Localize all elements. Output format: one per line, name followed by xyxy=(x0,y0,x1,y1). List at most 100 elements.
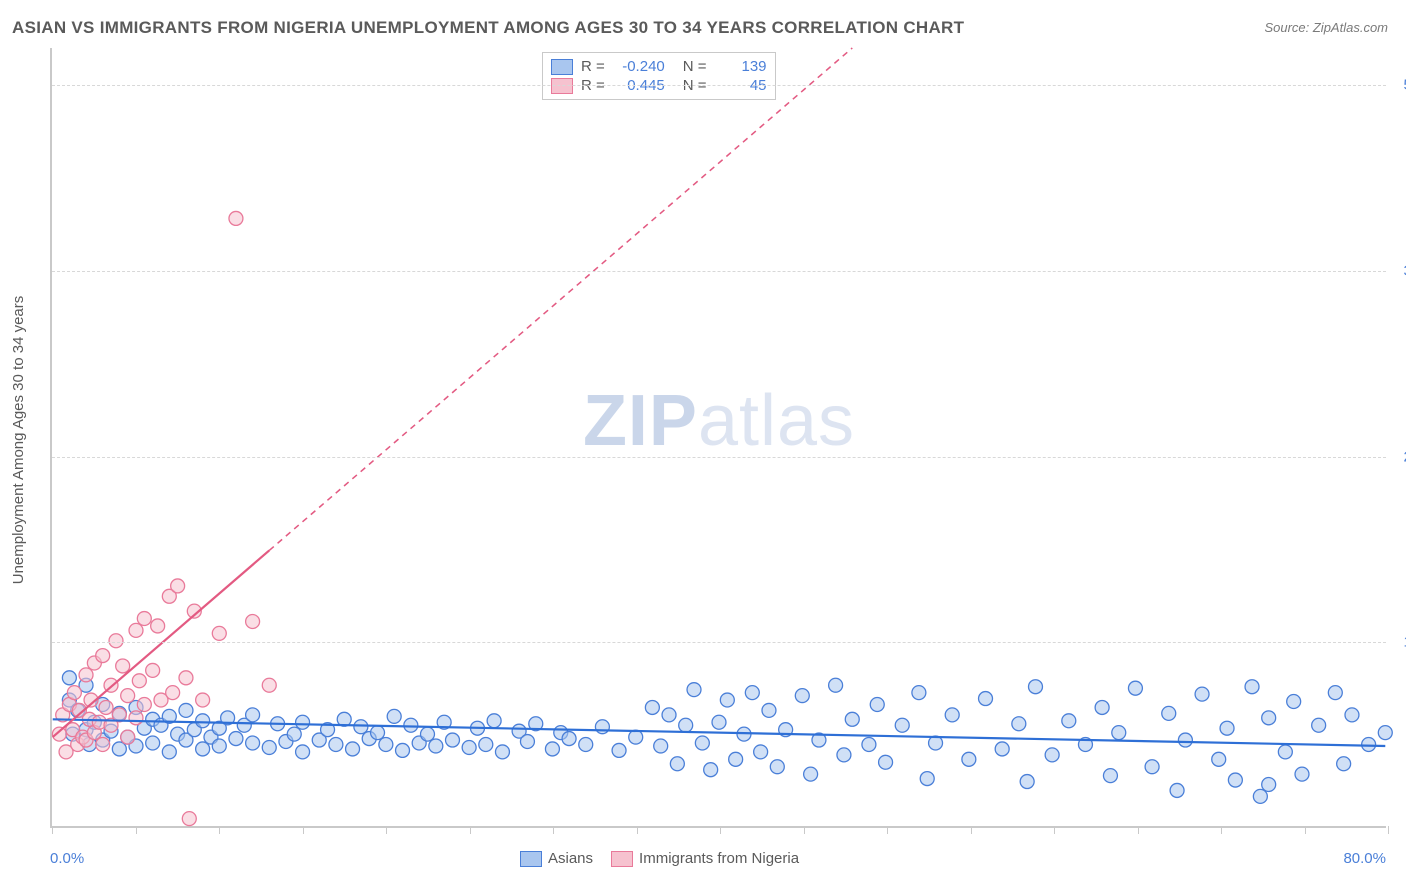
stats-legend: R =-0.240N =139R =0.445N =45 xyxy=(542,52,776,100)
x-tick xyxy=(1305,826,1306,834)
legend-label: Immigrants from Nigeria xyxy=(639,850,799,867)
y-tick-label: 12.5% xyxy=(1391,634,1406,651)
stats-row: R =-0.240N =139 xyxy=(551,57,767,76)
data-point xyxy=(687,683,701,697)
trend-line-dashed xyxy=(269,48,852,550)
data-point xyxy=(595,720,609,734)
legend-item: Asians xyxy=(520,850,593,867)
data-point xyxy=(1128,681,1142,695)
data-point xyxy=(729,752,743,766)
data-point xyxy=(795,689,809,703)
data-point xyxy=(870,698,884,712)
data-point xyxy=(246,708,260,722)
data-point xyxy=(770,760,784,774)
data-point xyxy=(121,689,135,703)
data-point xyxy=(579,738,593,752)
x-tick xyxy=(971,826,972,834)
stat-r-label: R = xyxy=(581,58,605,75)
data-point xyxy=(99,700,113,714)
grid-line xyxy=(52,457,1386,458)
x-tick xyxy=(1138,826,1139,834)
data-point xyxy=(1262,778,1276,792)
x-axis-min-label: 0.0% xyxy=(50,850,84,867)
data-point xyxy=(196,714,210,728)
data-point xyxy=(212,626,226,640)
data-point xyxy=(137,698,151,712)
data-point xyxy=(116,659,130,673)
data-point xyxy=(1228,773,1242,787)
data-point xyxy=(287,727,301,741)
bottom-legend: Asians Immigrants from Nigeria xyxy=(520,850,799,867)
stat-n-label: N = xyxy=(683,58,707,75)
y-tick-label: 50.0% xyxy=(1391,77,1406,94)
data-point xyxy=(179,671,193,685)
x-tick xyxy=(136,826,137,834)
data-point xyxy=(1253,789,1267,803)
data-point xyxy=(166,686,180,700)
legend-swatch xyxy=(520,851,542,867)
x-tick xyxy=(303,826,304,834)
grid-line xyxy=(52,85,1386,86)
data-point xyxy=(845,712,859,726)
data-point xyxy=(1337,757,1351,771)
x-tick xyxy=(470,826,471,834)
data-point xyxy=(1195,687,1209,701)
data-point xyxy=(837,748,851,762)
data-point xyxy=(895,718,909,732)
data-point xyxy=(629,730,643,744)
data-point xyxy=(79,668,93,682)
data-point xyxy=(1295,767,1309,781)
legend-swatch xyxy=(551,59,573,75)
data-point xyxy=(1245,680,1259,694)
data-point xyxy=(96,649,110,663)
data-point xyxy=(720,693,734,707)
legend-swatch xyxy=(611,851,633,867)
data-point xyxy=(1328,686,1342,700)
data-point xyxy=(1220,721,1234,735)
grid-line xyxy=(52,271,1386,272)
x-tick xyxy=(1054,826,1055,834)
data-point xyxy=(121,730,135,744)
x-axis-max-label: 80.0% xyxy=(1343,850,1386,867)
data-point xyxy=(479,738,493,752)
data-point xyxy=(695,736,709,750)
data-point xyxy=(662,708,676,722)
data-point xyxy=(151,619,165,633)
x-tick xyxy=(52,826,53,834)
data-point xyxy=(179,703,193,717)
data-point xyxy=(354,720,368,734)
data-point xyxy=(1145,760,1159,774)
data-point xyxy=(762,703,776,717)
data-point xyxy=(262,678,276,692)
data-point xyxy=(712,715,726,729)
data-point xyxy=(396,743,410,757)
data-point xyxy=(1212,752,1226,766)
data-point xyxy=(387,709,401,723)
data-point xyxy=(379,738,393,752)
data-point xyxy=(62,671,76,685)
data-point xyxy=(196,742,210,756)
data-point xyxy=(1345,708,1359,722)
data-point xyxy=(670,757,684,771)
data-point xyxy=(129,623,143,637)
plot-area: ZIPatlas R =-0.240N =139R =0.445N =45 12… xyxy=(50,48,1386,828)
data-point xyxy=(212,739,226,753)
data-point xyxy=(962,752,976,766)
data-point xyxy=(246,736,260,750)
grid-line xyxy=(52,642,1386,643)
data-point xyxy=(421,727,435,741)
data-point xyxy=(229,732,243,746)
data-point xyxy=(109,634,123,648)
x-tick xyxy=(553,826,554,834)
data-point xyxy=(132,674,146,688)
data-point xyxy=(654,739,668,753)
data-point xyxy=(1062,714,1076,728)
data-point xyxy=(1178,733,1192,747)
data-point xyxy=(196,693,210,707)
data-point xyxy=(912,686,926,700)
data-point xyxy=(862,738,876,752)
data-point xyxy=(462,740,476,754)
data-point xyxy=(137,612,151,626)
data-point xyxy=(446,733,460,747)
data-point xyxy=(182,812,196,826)
